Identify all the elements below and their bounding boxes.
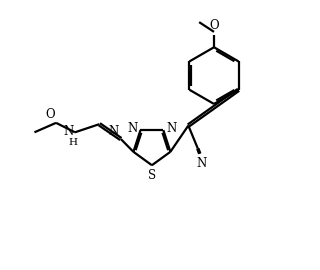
Text: O: O <box>45 109 55 122</box>
Text: O: O <box>209 19 219 32</box>
Text: S: S <box>148 169 156 182</box>
Text: N: N <box>63 125 74 138</box>
Text: N: N <box>196 157 206 170</box>
Text: N: N <box>108 125 119 138</box>
Text: N: N <box>127 122 137 135</box>
Text: N: N <box>167 122 177 135</box>
Text: H: H <box>68 138 77 147</box>
